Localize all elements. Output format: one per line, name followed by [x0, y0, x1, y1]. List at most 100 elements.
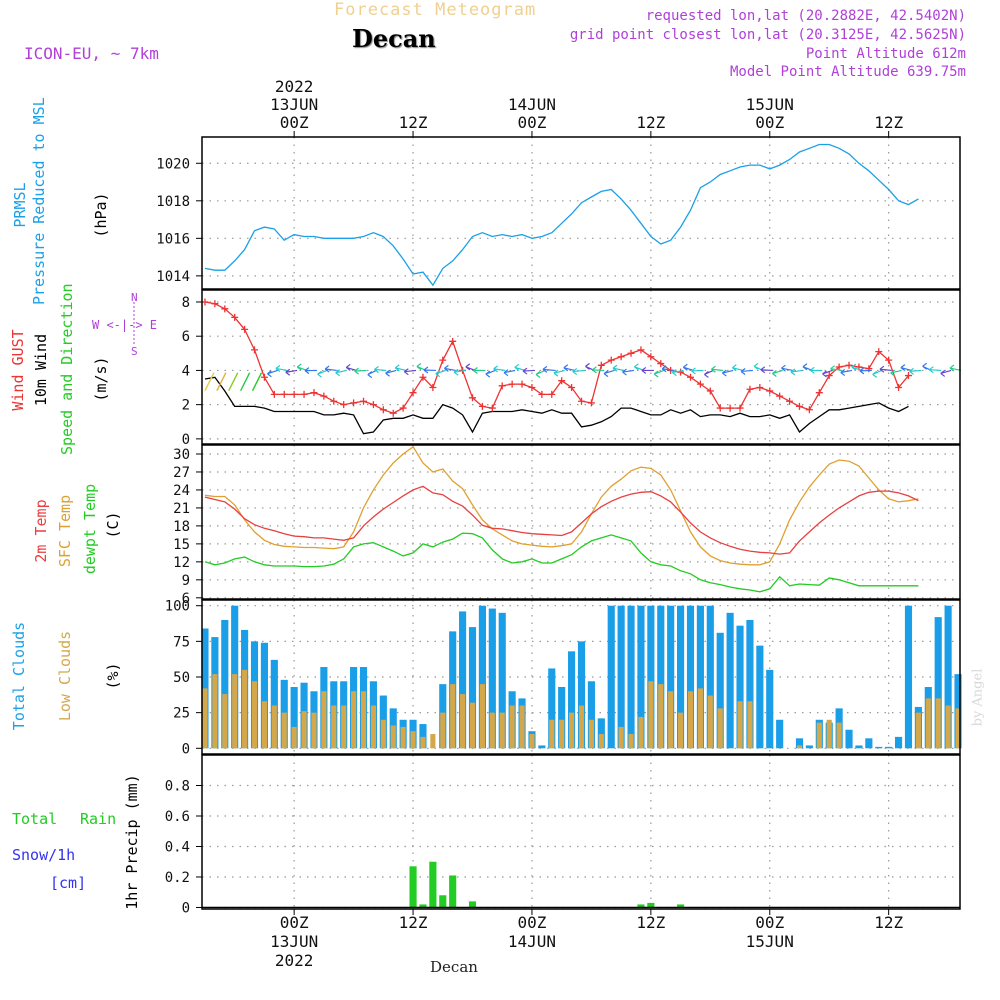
cloud-low-bar-52	[717, 708, 723, 749]
cloud-low-bar-60	[796, 745, 803, 749]
gust-marker-46	[657, 360, 665, 368]
wind-arrow-60	[790, 368, 803, 376]
precip-bar-6	[468, 901, 477, 908]
cloud-low-bar-46	[658, 684, 664, 749]
gust-marker-25	[449, 337, 457, 345]
gust-marker-45	[647, 353, 655, 361]
cloud-total-bar-2	[221, 619, 229, 749]
cloud-total-bar-57	[766, 669, 774, 749]
cloud-low-bar-44	[638, 716, 644, 749]
cloud-total-bar-48	[677, 605, 685, 749]
cloud-low-bar-14	[341, 705, 347, 749]
cloud-total-bar-66	[855, 745, 863, 749]
bottom-year-label-0: 2022	[275, 951, 314, 970]
cloud-low-bar-9	[291, 726, 297, 749]
cloud-low-bar-5	[251, 681, 258, 749]
cloud-total-bar-52	[716, 632, 724, 749]
wind-arrow-23	[423, 366, 436, 374]
ytick-label-p3-4: 18	[173, 519, 190, 535]
wind-arrow-59	[781, 364, 793, 372]
precip-bar-2	[429, 861, 437, 908]
gust-marker-27	[469, 394, 477, 402]
bottom-time-label-5: 12Z	[874, 913, 903, 932]
gust-marker-53	[726, 404, 734, 412]
top-date-label-4: 15JUN	[746, 95, 794, 114]
cloud-total-bar-54	[736, 625, 744, 749]
cloud-total-bar-55	[746, 619, 754, 749]
model-label: ICON-EU, ~ 7km	[24, 44, 159, 63]
cloud-total-bar-40	[597, 718, 605, 749]
cloud-total-bar-26	[459, 611, 467, 749]
wind-arrow-17	[367, 369, 377, 379]
wind-arrow-69	[879, 365, 892, 373]
cloud-low-bar-35	[549, 719, 555, 749]
wind-arrow-53	[721, 369, 734, 377]
cloud-low-bar-28	[479, 684, 485, 749]
wind-arrow-37	[563, 364, 575, 372]
cloud-total-bar-60	[795, 738, 804, 749]
gust-marker-2	[221, 305, 229, 313]
cloud-total-bar-71	[904, 605, 913, 749]
panel-frame-3	[201, 444, 961, 600]
cloud-low-bar-7	[271, 705, 277, 749]
gust-marker-6	[260, 373, 268, 381]
p5-label-total: Total	[12, 810, 58, 828]
gust-marker-63	[825, 372, 833, 380]
cloud-total-bar-46	[657, 605, 665, 749]
wind-arrow-29	[485, 369, 496, 378]
gust-marker-32	[518, 380, 526, 388]
ytick-label-p4-4: 0	[182, 741, 190, 757]
gust-marker-17	[369, 401, 377, 409]
cloud-total-bar-7	[270, 659, 278, 749]
cloud-low-bar-0	[202, 688, 208, 749]
wind-arrow-45	[641, 366, 654, 374]
ytick-label-p5-3: 0.2	[165, 870, 190, 886]
gust-marker-41	[607, 356, 615, 364]
cloud-low-bar-20	[400, 726, 406, 749]
gust-marker-1	[211, 300, 219, 308]
gust-marker-14	[340, 401, 348, 409]
location-title: Decan	[352, 24, 436, 53]
dewpoint-line	[204, 532, 919, 593]
gust-marker-35	[548, 390, 556, 398]
wind-arrow-55	[740, 367, 753, 375]
cloud-low-bar-42	[618, 726, 624, 749]
gust-marker-29	[488, 404, 496, 412]
wind-arrow-46	[653, 369, 664, 378]
wind-arrow-21	[403, 368, 417, 376]
cloud-total-bar-29	[488, 608, 496, 749]
wind-arrow-41	[603, 369, 615, 378]
cloud-total-bar-42	[617, 605, 625, 749]
cloud-low-bar-72	[915, 712, 921, 749]
cloud-total-bar-35	[548, 668, 556, 749]
cloud-total-bar-65	[845, 729, 853, 749]
cloud-low-bar-43	[628, 734, 634, 749]
gust-marker-58	[776, 392, 784, 400]
wind-gust-line	[204, 301, 909, 414]
cloud-low-bar-76	[955, 708, 961, 749]
p5-label-snow: Snow/1h	[12, 846, 76, 864]
ytick-label-p4-0: 100	[165, 599, 190, 615]
gust-marker-40	[597, 361, 605, 369]
cloud-total-bar-37	[568, 651, 576, 749]
gust-marker-19	[389, 409, 397, 417]
requested-coords: requested lon,lat (20.2882E, 42.5402N)	[645, 8, 966, 24]
precip-bar-3	[439, 895, 447, 908]
gust-marker-34	[538, 390, 546, 398]
ytick-label-p4-1: 75	[173, 634, 190, 650]
wind-arrow-8	[275, 364, 288, 372]
gust-marker-12	[320, 392, 328, 400]
ytick-label-p3-3: 21	[173, 501, 190, 517]
cloud-total-bar-69	[885, 746, 893, 749]
cloud-low-bar-74	[935, 698, 941, 749]
cloud-low-bar-22	[420, 736, 426, 749]
gust-marker-38	[577, 397, 585, 405]
ytick-label-p5-0: 0.8	[165, 778, 190, 794]
wind-arrow-57	[760, 366, 773, 374]
wind-arrow-43	[622, 368, 635, 376]
gust-marker-21	[409, 389, 417, 397]
cloud-low-bar-3	[232, 674, 238, 749]
cloud-low-bar-50	[697, 688, 703, 749]
temp-2m-line	[204, 485, 919, 555]
top-time-label-1: 12Z	[399, 113, 428, 132]
